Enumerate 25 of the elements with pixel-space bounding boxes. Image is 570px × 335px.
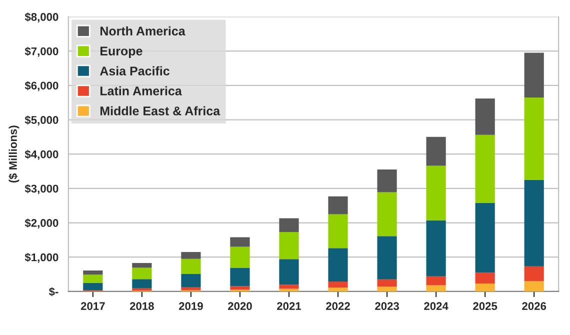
x-tick-label: 2025 bbox=[473, 302, 498, 310]
y-tick-label: $8,000 bbox=[24, 12, 58, 22]
x-tick-label: 2026 bbox=[522, 302, 546, 310]
x-tick-label: 2018 bbox=[130, 302, 154, 310]
y-tick-label: $4,000 bbox=[24, 150, 58, 160]
x-tick-label: 2024 bbox=[424, 302, 448, 310]
x-tick-label: 2017 bbox=[80, 302, 105, 310]
y-tick-label: $2,000 bbox=[24, 218, 58, 229]
x-tick-label: 2021 bbox=[277, 302, 302, 310]
y-tick-label: $1,000 bbox=[24, 252, 58, 263]
legend-label: Asia Pacific bbox=[100, 66, 170, 76]
y-tick-label: $7,000 bbox=[24, 46, 58, 57]
y-tick-label: $3,000 bbox=[24, 184, 58, 194]
x-tick-label: 2020 bbox=[228, 302, 252, 310]
legend-label: North America bbox=[100, 26, 186, 36]
y-tick-label: $- bbox=[48, 287, 58, 296]
y-tick-label: $6,000 bbox=[24, 81, 58, 92]
x-tick-label: 2019 bbox=[178, 302, 203, 310]
x-tick-label: 2022 bbox=[326, 302, 350, 310]
y-axis-title: ($ Millions) bbox=[8, 126, 20, 183]
legend-label: Middle East & Africa bbox=[100, 106, 220, 116]
x-tick-label: 2023 bbox=[375, 302, 399, 310]
legend-label: Europe bbox=[100, 46, 142, 58]
legend-label: Latin America bbox=[100, 86, 182, 96]
y-tick-label: $5,000 bbox=[24, 116, 58, 126]
